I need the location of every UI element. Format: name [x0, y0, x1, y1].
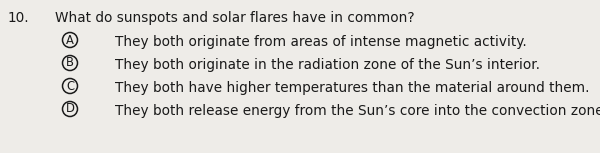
Text: A: A [66, 34, 74, 47]
Text: They both originate in the radiation zone of the Sun’s interior.: They both originate in the radiation zon… [115, 58, 540, 72]
Text: They both originate from areas of intense magnetic activity.: They both originate from areas of intens… [115, 35, 527, 49]
Text: B: B [66, 56, 74, 69]
Text: They both release energy from the Sun’s core into the convection zone.: They both release energy from the Sun’s … [115, 104, 600, 118]
Text: 10.: 10. [8, 11, 29, 25]
Text: What do sunspots and solar flares have in common?: What do sunspots and solar flares have i… [55, 11, 415, 25]
Text: They both have higher temperatures than the material around them.: They both have higher temperatures than … [115, 81, 589, 95]
Text: D: D [65, 103, 74, 116]
Text: C: C [66, 80, 74, 93]
